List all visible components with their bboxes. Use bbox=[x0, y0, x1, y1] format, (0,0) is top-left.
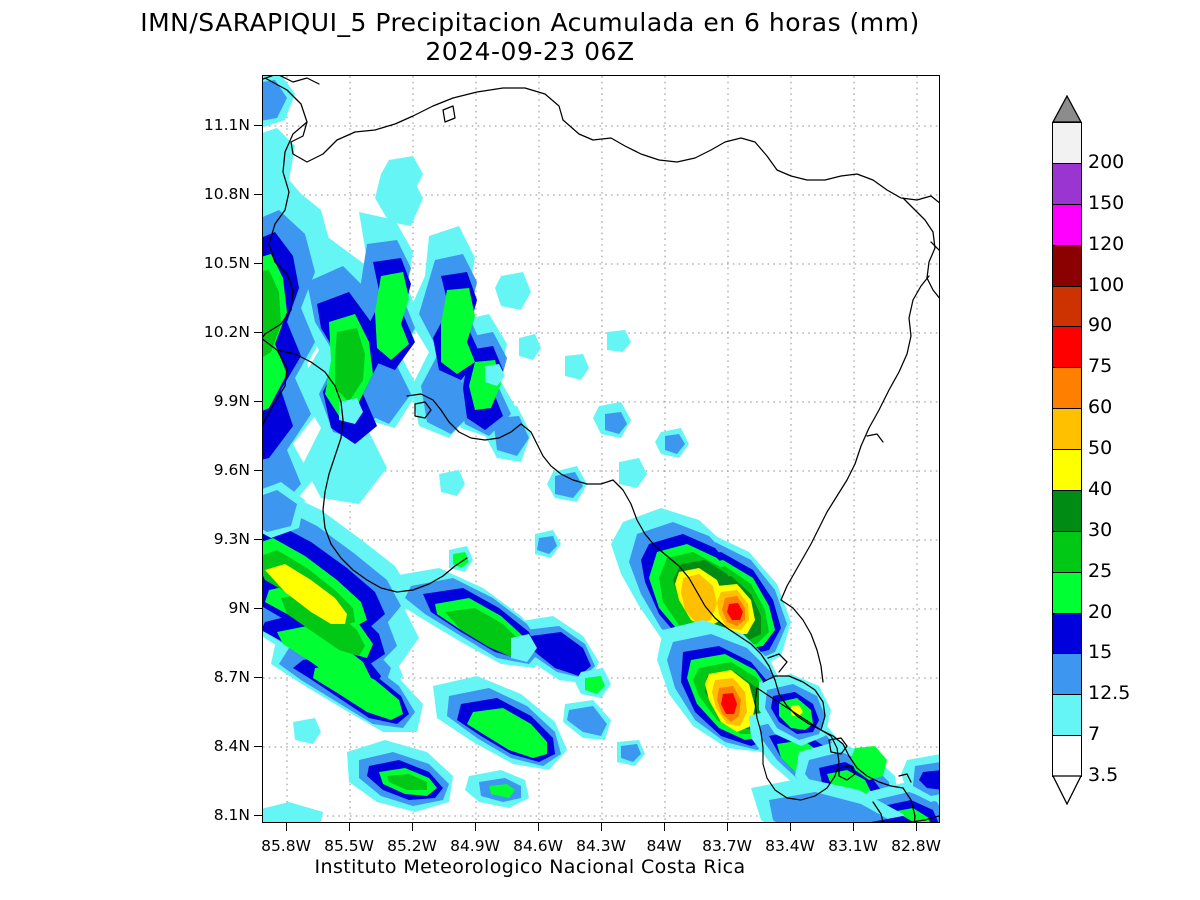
colorbar-swatch[interactable] bbox=[1052, 612, 1082, 655]
colorbar-tick-label: 25 bbox=[1088, 559, 1113, 582]
y-axis-label: 10.8N bbox=[203, 185, 250, 203]
x-axis-tick bbox=[916, 823, 917, 831]
colorbar-swatch[interactable] bbox=[1052, 162, 1082, 206]
y-axis-tick bbox=[254, 539, 262, 540]
x-axis-tick bbox=[727, 823, 728, 831]
x-axis-tick bbox=[475, 823, 476, 831]
y-axis-label: 9N bbox=[228, 599, 250, 617]
colorbar-tick-label: 200 bbox=[1088, 150, 1125, 173]
colorbar-tick-label: 40 bbox=[1088, 477, 1113, 500]
y-axis-tick bbox=[254, 263, 262, 264]
colorbar-swatch[interactable] bbox=[1052, 653, 1082, 696]
colorbar-swatch[interactable] bbox=[1052, 489, 1082, 533]
colorbar-under-arrow bbox=[1052, 775, 1082, 805]
x-axis-label: 84.3W bbox=[576, 837, 626, 855]
x-axis-label: 84.6W bbox=[513, 837, 563, 855]
x-axis-tick bbox=[538, 823, 539, 831]
y-axis-label: 10.5N bbox=[203, 254, 250, 272]
precip-region-northwest bbox=[263, 128, 531, 587]
colorbar-swatch[interactable] bbox=[1052, 571, 1082, 614]
colorbar-over-arrow bbox=[1052, 95, 1082, 123]
y-axis-tick bbox=[254, 608, 262, 609]
x-axis-tick bbox=[286, 823, 287, 831]
colorbar-tick-label: 20 bbox=[1088, 600, 1113, 623]
colorbar-swatch[interactable] bbox=[1052, 285, 1082, 328]
y-axis-label: 8.4N bbox=[213, 737, 250, 755]
axis-layer: 11.1N 10.8N 10.5N 10.2N 9.9N 9.6N 9.3N 9N 8.7N 8.… bbox=[204, 75, 941, 855]
y-axis-tick bbox=[254, 194, 262, 195]
colorbar-tick-label: 90 bbox=[1088, 314, 1113, 337]
colorbar-swatch[interactable] bbox=[1052, 408, 1082, 451]
y-axis-label: 9.3N bbox=[213, 530, 250, 548]
y-axis-tick bbox=[254, 677, 262, 678]
x-axis-tick bbox=[349, 823, 350, 831]
map-canvas bbox=[263, 76, 939, 822]
colorbar-tick-label: 12.5 bbox=[1088, 682, 1131, 705]
colorbar-tick-label: 15 bbox=[1088, 641, 1113, 664]
title-line-2: 2024-09-23 06Z bbox=[425, 37, 635, 66]
x-axis-tick bbox=[412, 823, 413, 831]
x-axis-tick bbox=[853, 823, 854, 831]
y-axis-label: 11.1N bbox=[203, 116, 250, 134]
precip-scattered-cells bbox=[293, 156, 689, 766]
map-plot-area[interactable] bbox=[262, 75, 940, 823]
colorbar-tick-label: 100 bbox=[1088, 273, 1125, 296]
colorbar-swatch[interactable] bbox=[1052, 694, 1082, 737]
y-axis-tick bbox=[254, 332, 262, 333]
x-axis-tick bbox=[790, 823, 791, 831]
coastline-and-borders bbox=[263, 76, 939, 822]
y-axis-tick bbox=[254, 746, 262, 747]
colorbar-swatch[interactable] bbox=[1052, 449, 1082, 492]
y-axis-tick bbox=[254, 401, 262, 402]
precip-region-west-central bbox=[263, 492, 611, 770]
colorbar-swatch[interactable] bbox=[1052, 203, 1082, 246]
precip-region-far-nw bbox=[263, 76, 305, 538]
y-axis-tick bbox=[254, 815, 262, 816]
x-axis-tick bbox=[601, 823, 602, 831]
precip-region-southeast bbox=[751, 674, 939, 822]
colorbar-tick-label: 3.5 bbox=[1088, 763, 1119, 786]
colorbar-swatch[interactable] bbox=[1052, 244, 1082, 287]
precip-region-isolated-south bbox=[263, 740, 529, 822]
colorbar-tick-label: 75 bbox=[1088, 355, 1113, 378]
colorbar-tick-label: 60 bbox=[1088, 396, 1113, 419]
x-axis-label: 85.8W bbox=[261, 837, 311, 855]
x-axis-label: 84W bbox=[646, 837, 682, 855]
colorbar-swatch[interactable] bbox=[1052, 735, 1082, 778]
y-axis-label: 8.7N bbox=[213, 668, 250, 686]
colorbar[interactable]: 200 150 120 100 90 75 60 50 40 30 25 20 15 12.5 7 3.5 bbox=[1052, 122, 1130, 786]
x-axis-label: 83.4W bbox=[765, 837, 815, 855]
x-axis-label: 83.1W bbox=[828, 837, 878, 855]
x-axis-label: 85.5W bbox=[324, 837, 374, 855]
colorbar-tick-label: 30 bbox=[1088, 518, 1113, 541]
colorbar-swatch[interactable] bbox=[1052, 122, 1082, 165]
x-axis-tick bbox=[664, 823, 665, 831]
colorbar-tick-label: 7 bbox=[1088, 723, 1101, 746]
colorbar-swatch[interactable] bbox=[1052, 326, 1082, 369]
colorbar-tick-label: 50 bbox=[1088, 436, 1113, 459]
y-axis-label: 8.1N bbox=[213, 806, 250, 824]
y-axis-label: 10.2N bbox=[203, 323, 250, 341]
colorbar-tick-label: 150 bbox=[1088, 191, 1125, 214]
title-line-1: IMN/SARAPIQUI_5 Precipitacion Acumulada … bbox=[140, 8, 920, 37]
x-axis-label: 82.8W bbox=[891, 837, 941, 855]
y-axis-tick bbox=[254, 470, 262, 471]
colorbar-swatch[interactable] bbox=[1052, 367, 1082, 410]
y-axis-tick bbox=[254, 125, 262, 126]
figure-title: IMN/SARAPIQUI_5 Precipitacion Acumulada … bbox=[0, 8, 1060, 66]
x-axis-label: 83.7W bbox=[702, 837, 752, 855]
colorbar-tick-label: 120 bbox=[1088, 232, 1125, 255]
x-axis-label: 85.2W bbox=[387, 837, 437, 855]
figure-footer: Instituto Meteorologico Nacional Costa R… bbox=[314, 856, 746, 878]
precipitation-field bbox=[263, 76, 939, 822]
x-axis-label: 84.9W bbox=[450, 837, 500, 855]
y-axis-label: 9.9N bbox=[213, 392, 250, 410]
y-axis-label: 9.6N bbox=[213, 461, 250, 479]
colorbar-swatch[interactable] bbox=[1052, 530, 1082, 573]
